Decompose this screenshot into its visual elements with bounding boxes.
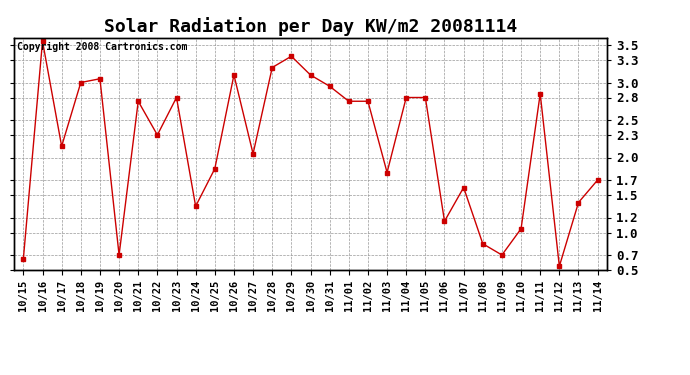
Text: Copyright 2008 Cartronics.com: Copyright 2008 Cartronics.com [17,42,187,52]
Title: Solar Radiation per Day KW/m2 20081114: Solar Radiation per Day KW/m2 20081114 [104,17,517,36]
